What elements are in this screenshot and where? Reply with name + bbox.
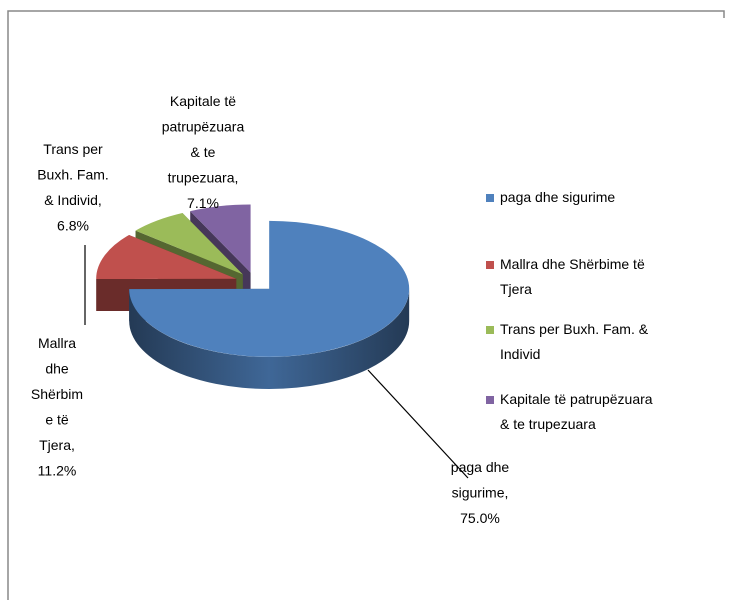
chart-frame	[7, 10, 725, 600]
slice	[135, 212, 243, 275]
legend-swatch	[486, 261, 494, 269]
slice	[129, 220, 410, 357]
leader-line	[367, 369, 469, 479]
legend-label: Trans per Buxh. Fam. & Individ	[500, 321, 649, 362]
data-label: Kapitale të patrupëzuara & te trupezuara, 7.…	[162, 93, 245, 211]
legend-label: Kapitale të patrupëzuara & te trupezuara	[500, 391, 653, 432]
legend-label: Mallra dhe Shërbime të Tjera	[500, 256, 645, 297]
slice-wall	[129, 288, 410, 390]
data-label: paga dhe sigurime, 75.0%	[451, 459, 510, 526]
data-label: Trans per Buxh. Fam. & Individ, 6.8%	[37, 141, 109, 234]
legend-swatch	[486, 194, 494, 202]
slice	[96, 234, 237, 280]
legend-label: paga dhe sigurime	[500, 189, 615, 205]
legend-swatch	[486, 326, 494, 334]
slice	[190, 204, 251, 273]
data-label: Mallra dhe Shërbim e të Tjera, 11.2%	[31, 335, 83, 479]
legend-swatch	[486, 396, 494, 404]
